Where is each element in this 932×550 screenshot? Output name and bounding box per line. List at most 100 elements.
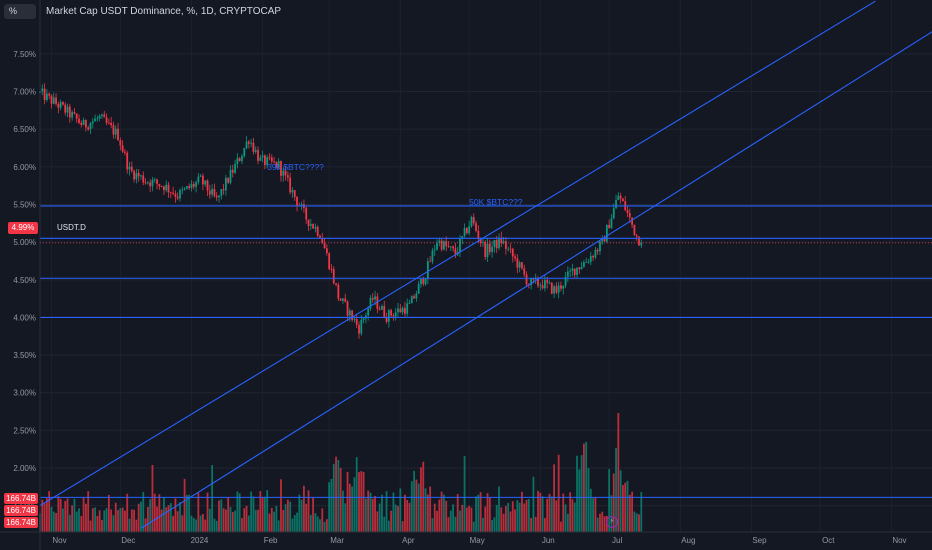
candle-body [169, 192, 172, 194]
volume-bar [500, 507, 503, 532]
candle-body [50, 95, 53, 104]
volume-bar [117, 510, 119, 532]
candle-body [280, 161, 282, 176]
trend-lines[interactable] [39, 0, 932, 529]
volume-bar [236, 491, 239, 532]
volume-bar [557, 454, 560, 532]
candle-body [619, 195, 622, 199]
volume-bar [376, 511, 379, 532]
volume-bar [417, 483, 420, 532]
candle-body [390, 310, 393, 316]
volume-bar [289, 501, 292, 532]
candle-body [622, 198, 624, 202]
candle-body [603, 238, 606, 242]
horizontal-levels[interactable] [40, 205, 932, 498]
volume-bar [429, 486, 432, 532]
volume-bar [192, 517, 195, 532]
volume-bar [603, 516, 606, 532]
volume-bar [615, 448, 617, 532]
volume-bar [583, 443, 585, 532]
volume-bar [394, 504, 397, 532]
volume-bar [215, 520, 218, 532]
volume-bar [45, 498, 48, 532]
volume-bar [238, 493, 241, 532]
volume-bar [121, 507, 124, 532]
volume-bar [555, 500, 558, 532]
x-tick-label: Jun [542, 536, 555, 545]
y-tick-label: 5.50% [13, 200, 36, 209]
candle-body [381, 306, 383, 310]
volume-bar [185, 494, 188, 532]
volume-bar [546, 498, 549, 532]
candle-body [257, 150, 259, 161]
volume-bar [511, 501, 514, 532]
candle-body [569, 270, 572, 272]
candle-body [130, 166, 133, 171]
candle-body [557, 285, 560, 293]
candle-body [266, 157, 269, 166]
candle-body [286, 175, 289, 178]
volume-bar [135, 519, 138, 532]
candle-body [495, 240, 498, 249]
candle-body [107, 122, 110, 124]
volume-bar [202, 513, 204, 532]
candle-body [252, 142, 255, 152]
candle-body [387, 310, 390, 322]
volume-bar [495, 505, 498, 532]
candle-body [151, 179, 154, 187]
candle-body [325, 248, 328, 254]
x-tick-label: Jul [612, 536, 622, 545]
volume-bar [176, 511, 179, 532]
candle-body [576, 267, 578, 275]
candle-body [408, 303, 411, 305]
candle-body [117, 128, 119, 141]
volume-bar [323, 521, 326, 532]
time-axis[interactable]: Nov Dec 2024 Feb Mar Apr May Jun Jul Aug Sep Oct Nov… [0, 531, 932, 545]
candle-body [300, 204, 303, 207]
candle-body [560, 285, 562, 289]
candle-body [48, 93, 51, 96]
volume-bar [498, 486, 500, 532]
volume-bar [213, 518, 216, 532]
candle-body [335, 283, 337, 285]
volume-bar [415, 479, 418, 532]
volume-bar [89, 520, 92, 532]
trend-line[interactable] [39, 0, 876, 507]
candle-body [144, 182, 147, 184]
candle-body [319, 235, 321, 238]
candle-body [238, 158, 241, 162]
volume-bar [330, 478, 333, 532]
volume-bar [305, 503, 308, 532]
symbol-search-button[interactable]: % [4, 4, 36, 19]
candle-body [98, 115, 101, 119]
lightning-icon[interactable]: ⚡ [606, 516, 618, 528]
volume-bar [80, 515, 83, 532]
volume-bar [562, 493, 565, 532]
candle-body [328, 253, 331, 270]
volume-bar [479, 492, 482, 532]
volume-bar [59, 498, 62, 532]
volume-bar [571, 499, 574, 532]
candle-body [397, 308, 399, 313]
candle-body [204, 180, 207, 185]
candle-body [197, 176, 200, 183]
volume-bar [544, 518, 546, 532]
trend-line[interactable] [140, 1, 932, 529]
candle-body [521, 262, 523, 269]
volume-bar [66, 498, 69, 532]
volume-bar [369, 492, 372, 532]
volume-bar [504, 506, 507, 532]
volume-bar [43, 503, 46, 532]
candle-body [183, 188, 186, 190]
candle-body [124, 151, 126, 153]
candle-body [277, 161, 280, 168]
volume-bar [594, 496, 597, 532]
candle-body [369, 297, 372, 309]
volume-bar [309, 514, 312, 532]
candle-body [594, 249, 597, 258]
candle-body [208, 190, 211, 195]
candle-body [443, 241, 445, 250]
candle-body [160, 186, 163, 187]
volume-bar [85, 503, 87, 532]
